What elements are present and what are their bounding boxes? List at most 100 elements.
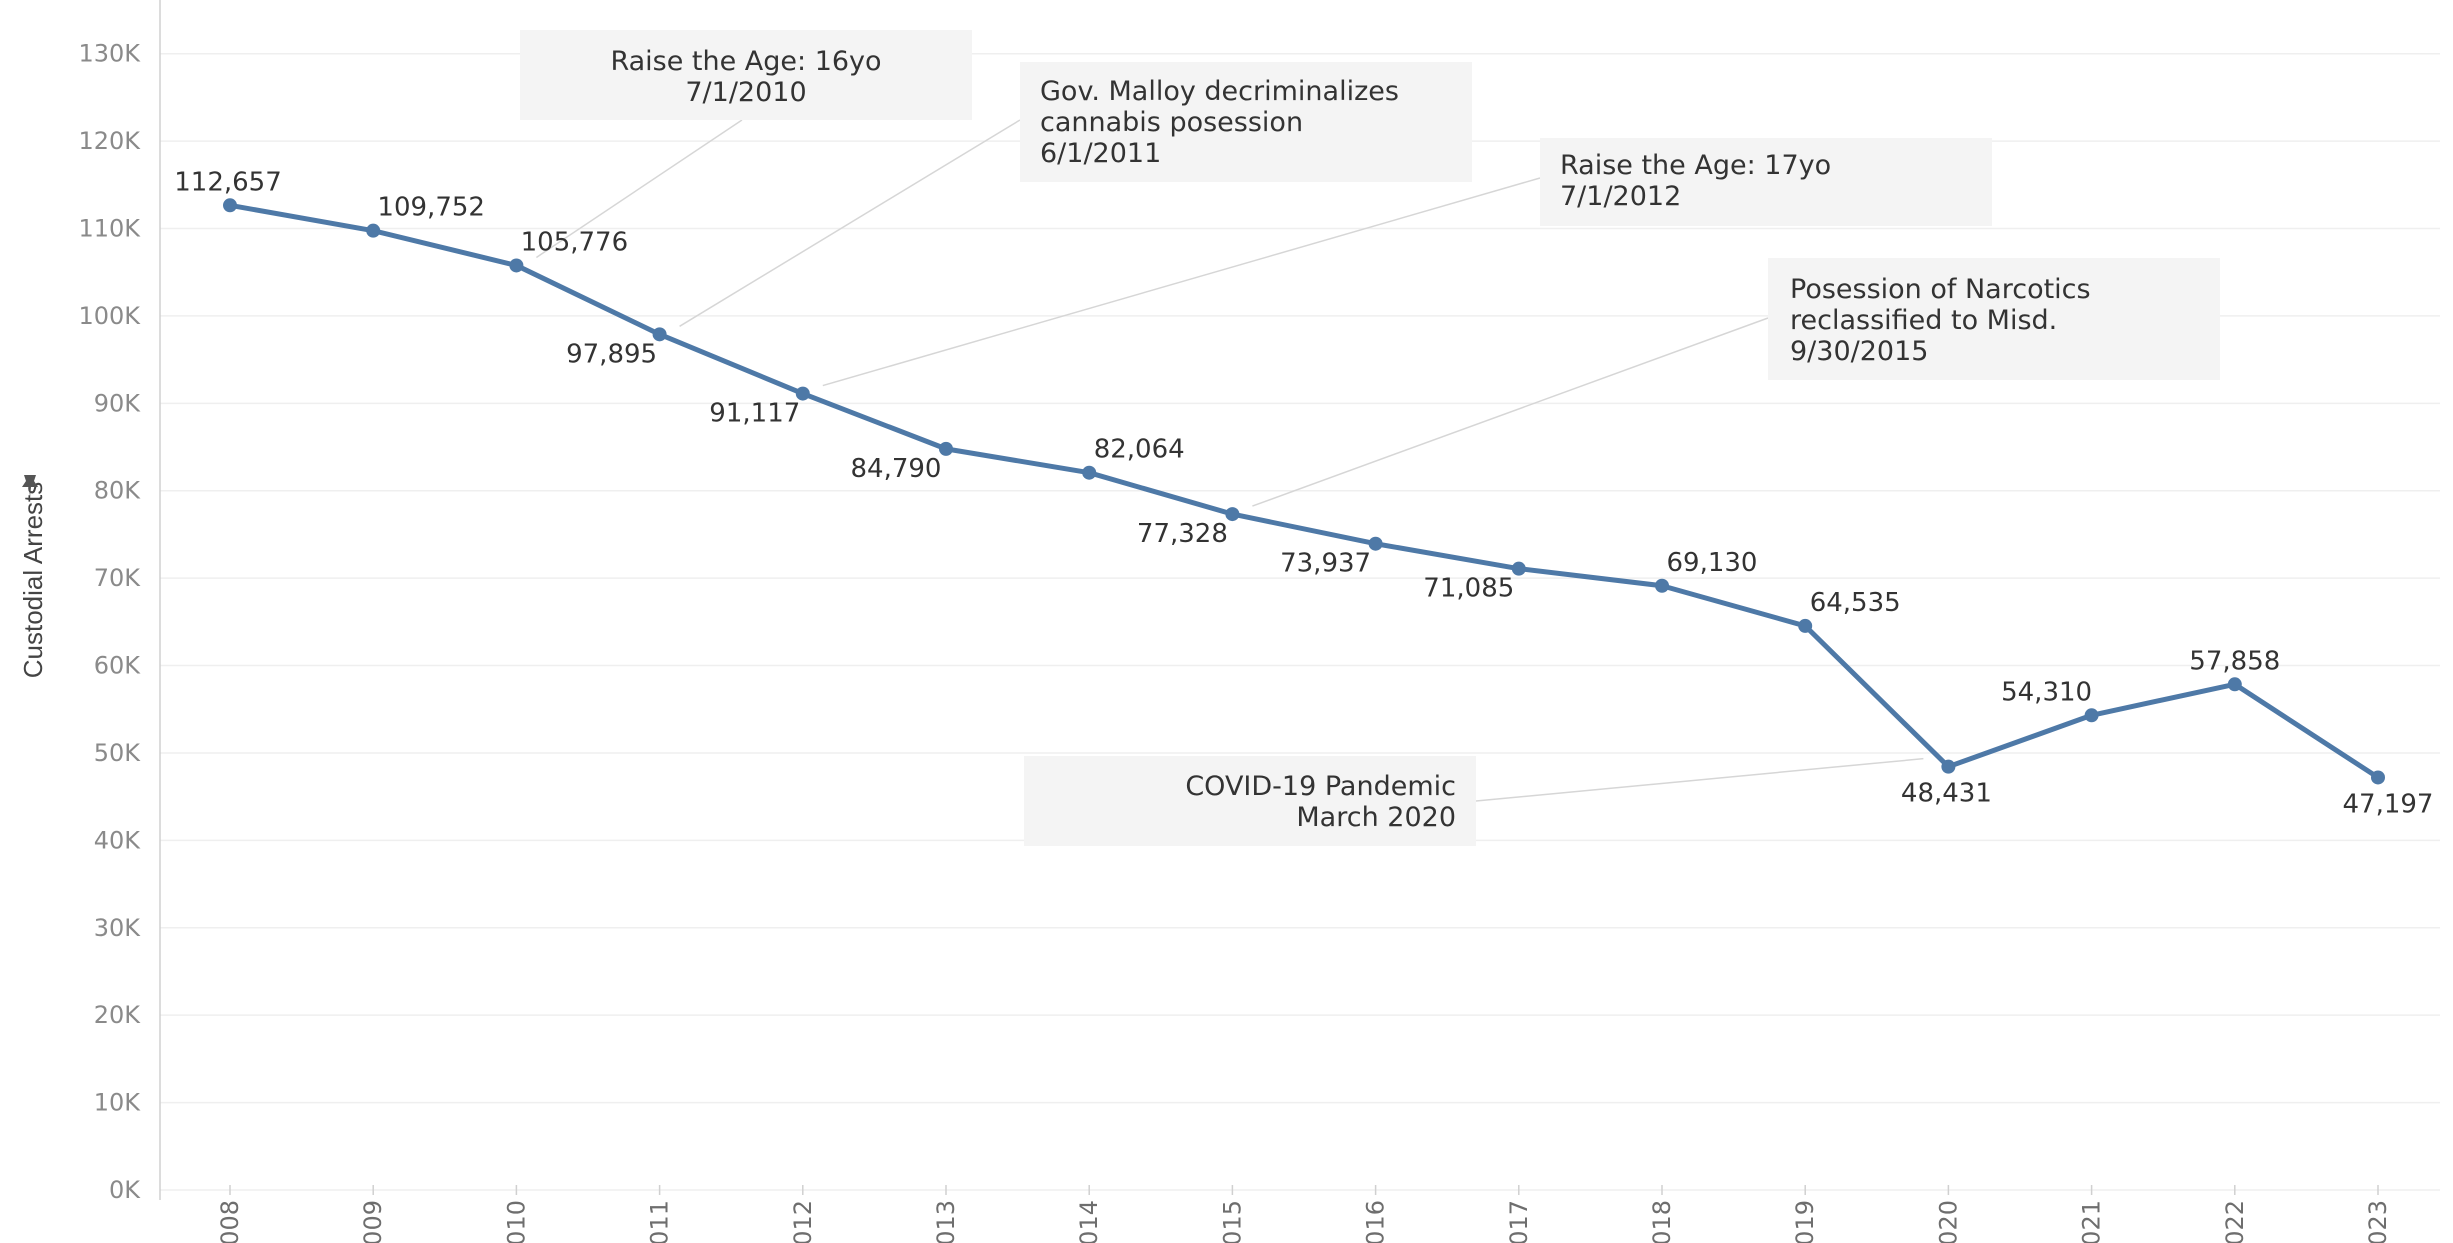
- annotation-box: [520, 30, 972, 120]
- annotation-leader: [1252, 317, 1769, 507]
- pin-icon[interactable]: [22, 475, 38, 497]
- data-point: [652, 327, 667, 342]
- annotation-box: [1024, 756, 1476, 846]
- annotation-line: 7/1/2012: [1560, 181, 1681, 212]
- x-tick-label: 2011: [646, 1200, 674, 1243]
- annotation-line: 7/1/2010: [685, 77, 806, 108]
- y-tick-label: 10K: [94, 1089, 142, 1117]
- data-point: [223, 198, 237, 213]
- annotation-line: cannabis posession: [1040, 107, 1303, 138]
- data-label: 84,790: [851, 454, 942, 484]
- annotation-line: Raise the Age: 16yo: [610, 46, 881, 77]
- x-tick-label: 2013: [932, 1200, 960, 1243]
- series: [223, 198, 2385, 785]
- x-tick-label: 2016: [1362, 1200, 1390, 1243]
- gridlines: [160, 52, 2440, 1191]
- annotations: Raise the Age: 16yo 7/1/2010 Gov. Malloy d…: [520, 30, 2220, 846]
- data-point: [1082, 465, 1097, 480]
- data-point: [1225, 507, 1240, 522]
- y-tick-label: 110K: [78, 215, 141, 243]
- x-tick-label: 2010: [502, 1200, 530, 1243]
- data-point: [1368, 536, 1383, 551]
- y-tick-label: 60K: [94, 652, 142, 680]
- data-label: 109,752: [377, 193, 485, 223]
- annotation: Gov. Malloy decriminalizes cannabis poses…: [1020, 62, 1472, 182]
- annotation-line: Gov. Malloy decriminalizes: [1040, 76, 1399, 107]
- x-tick-label: 2020: [1934, 1200, 1962, 1243]
- x-tick-label: 2017: [1505, 1200, 1533, 1243]
- y-axis-title: Custodial Arrests: [18, 482, 48, 679]
- data-point: [2227, 677, 2242, 692]
- annotation: Raise the Age: 17yo 7/1/2012: [1540, 138, 1992, 226]
- annotation-line: 9/30/2015: [1790, 336, 1928, 367]
- data-point: [939, 441, 953, 456]
- annotation-line: March 2020: [1296, 802, 1456, 833]
- data-point: [366, 223, 381, 238]
- y-tick-label: 100K: [78, 302, 141, 330]
- x-tick-label: 2008: [216, 1200, 244, 1243]
- x-tick-label: 2021: [2078, 1200, 2106, 1243]
- data-point: [1511, 561, 1526, 576]
- data-label: 91,117: [709, 399, 800, 429]
- x-tick-label: 2015: [1218, 1200, 1246, 1243]
- data-point: [1798, 618, 1813, 633]
- annotation-text: COVID-19 Pandemic March 2020: [1185, 771, 1456, 833]
- annotation-box: [1768, 258, 2220, 380]
- annotation-box: [1540, 138, 1992, 226]
- y-tick-label: 70K: [94, 564, 142, 592]
- y-axis-title-group: Custodial Arrests: [18, 475, 48, 678]
- annotation-text: Gov. Malloy decriminalizes cannabis poses…: [1040, 76, 1399, 169]
- annotation-box: [1020, 62, 1472, 182]
- data-label: 105,776: [521, 227, 629, 257]
- data-label: 82,064: [1094, 435, 1185, 465]
- annotation-leaders: [535, 119, 1924, 802]
- y-tick-label: 30K: [94, 914, 142, 942]
- data-point: [1941, 759, 1956, 774]
- x-tick-label: 2009: [359, 1200, 387, 1243]
- y-tick-label: 80K: [94, 477, 142, 505]
- y-tick-label: 130K: [78, 40, 141, 68]
- annotation-leader: [535, 119, 743, 259]
- data-label: 64,535: [1810, 588, 1901, 618]
- x-tick-label: 2012: [789, 1200, 817, 1243]
- annotation-leader: [822, 177, 1541, 387]
- annotation-line: Posession of Narcotics: [1790, 274, 2091, 305]
- annotation-line: 6/1/2011: [1040, 138, 1161, 169]
- x-tick-label: 2014: [1075, 1200, 1103, 1243]
- annotation-text: Raise the Age: 17yo 7/1/2012: [1560, 150, 1831, 212]
- annotation-leader: [1475, 757, 1924, 802]
- data-point: [509, 258, 524, 273]
- data-point: [1655, 578, 1669, 593]
- annotation-line: COVID-19 Pandemic: [1185, 771, 1456, 802]
- data-label: 71,085: [1423, 574, 1514, 604]
- data-label: 47,197: [2343, 789, 2434, 819]
- data-label: 48,431: [1901, 779, 1992, 809]
- y-axis: 0K 10K 20K 30K 40K 50K 60K 70K 80K 90K 100K 110K 120…: [78, 0, 161, 1204]
- y-tick-label: 120K: [78, 127, 141, 155]
- annotation-text: Raise the Age: 16yo 7/1/2010: [610, 46, 881, 108]
- x-tick-label: 2022: [2221, 1200, 2249, 1243]
- annotation-leader: [679, 119, 1021, 327]
- annotation: Posession of Narcotics reclassified to Mi…: [1768, 258, 2220, 380]
- data-labels: 112,657 109,752 105,776 97,895 91,117 84,790 8…: [174, 167, 2433, 819]
- data-label: 57,858: [2189, 646, 2280, 676]
- annotation: Raise the Age: 16yo 7/1/2010: [520, 30, 972, 120]
- x-tick-label: 2019: [1791, 1200, 1819, 1243]
- x-tick-label: 2018: [1648, 1200, 1676, 1243]
- data-label: 69,130: [1667, 548, 1758, 578]
- y-tick-label: 20K: [94, 1001, 142, 1029]
- data-point: [2371, 770, 2385, 785]
- y-tick-label: 0K: [109, 1176, 141, 1204]
- data-label: 97,895: [566, 339, 657, 369]
- data-label: 112,657: [174, 167, 282, 197]
- data-label: 73,937: [1280, 549, 1371, 579]
- y-tick-label: 50K: [94, 739, 142, 767]
- annotation-line: Raise the Age: 17yo: [1560, 150, 1831, 181]
- x-tick-label: 2023: [2364, 1200, 2392, 1243]
- series-line: [229, 202, 2380, 780]
- annotation: COVID-19 Pandemic March 2020: [1024, 756, 1476, 846]
- y-tick-label: 90K: [94, 389, 142, 417]
- data-label: 77,328: [1137, 519, 1228, 549]
- data-point: [2084, 708, 2099, 723]
